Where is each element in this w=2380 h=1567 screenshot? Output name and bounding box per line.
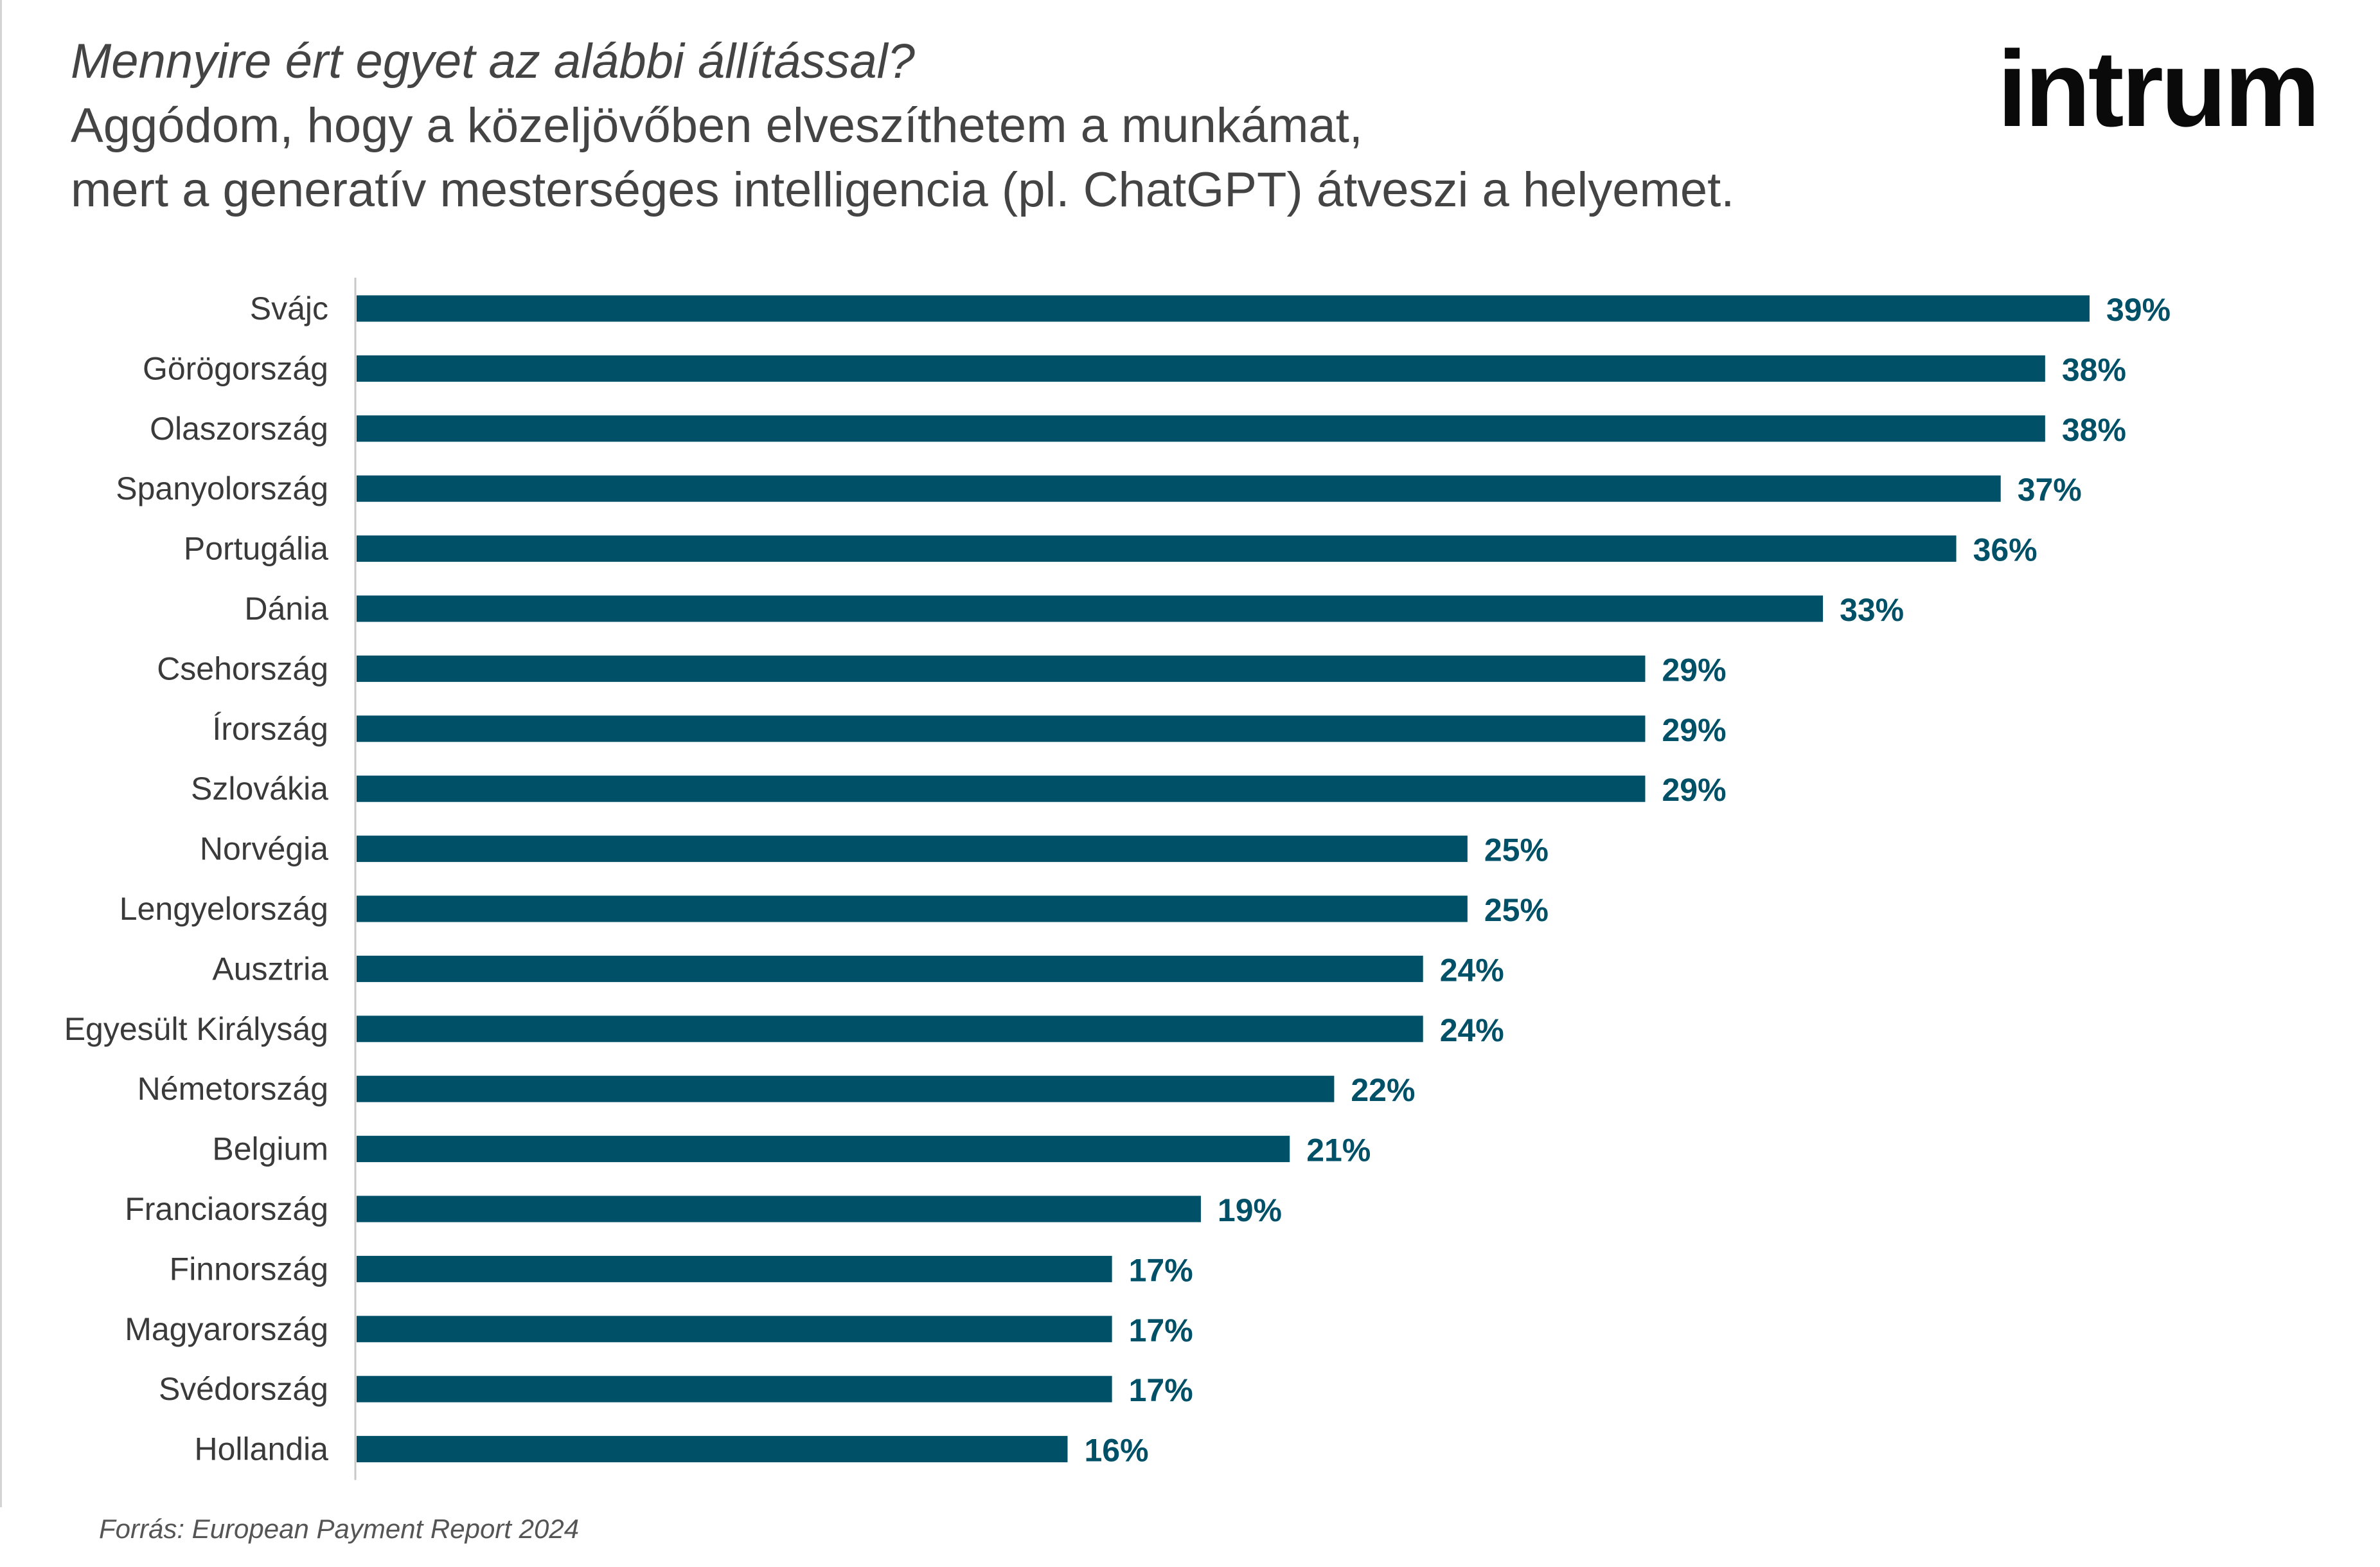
bar-value-label: 22%: [1351, 1072, 1415, 1108]
bar-value-label: 17%: [1129, 1312, 1193, 1348]
bar: [357, 836, 1468, 863]
bar: [357, 475, 2001, 502]
category-label: Olaszország: [150, 411, 328, 447]
bar-value-label: 36%: [1973, 532, 2038, 568]
bar: [357, 355, 2045, 382]
bar: [357, 775, 1646, 802]
bar: [357, 1136, 1290, 1163]
category-label: Norvégia: [200, 831, 328, 867]
bar-value-label: 16%: [1084, 1433, 1148, 1469]
bar: [357, 295, 2090, 322]
category-label: Svédország: [159, 1371, 328, 1407]
category-label: Finnország: [170, 1251, 328, 1287]
bar-value-label: 29%: [1662, 772, 1726, 808]
bar-value-label: 25%: [1484, 892, 1549, 928]
left-border-rule: [0, 0, 2, 1507]
bar: [357, 1075, 1335, 1102]
category-label: Szlovákia: [191, 771, 328, 807]
bar-value-label: 24%: [1440, 1012, 1504, 1048]
bar-value-label: 33%: [1840, 592, 1904, 628]
bar: [357, 1375, 1112, 1402]
bar-value-label: 24%: [1440, 952, 1504, 988]
bar-value-label: 19%: [1218, 1192, 1282, 1228]
category-label: Portugália: [184, 531, 328, 567]
category-label: Ausztria: [212, 951, 328, 987]
bar-value-label: 17%: [1129, 1372, 1193, 1408]
bar: [357, 415, 2045, 442]
statement-line-2: mert a generatív mesterséges intelligenc…: [71, 163, 1735, 217]
category-label: Hollandia: [195, 1431, 329, 1467]
bar: [357, 1255, 1112, 1282]
intrum-logo: intrum: [1997, 28, 2320, 149]
category-label: Egyesült Királyság: [64, 1011, 328, 1047]
category-label: Lengyelország: [120, 891, 328, 927]
category-label: Németország: [138, 1071, 328, 1107]
bar-value-label: 37%: [2018, 472, 2082, 508]
bar: [357, 1195, 1201, 1222]
bar: [357, 1316, 1112, 1343]
category-label: Spanyolország: [116, 470, 328, 506]
category-label: Svájc: [250, 291, 328, 327]
category-label: Magyarország: [125, 1311, 328, 1347]
bar-value-label: 39%: [2106, 292, 2171, 328]
bar-value-label: 17%: [1129, 1252, 1193, 1288]
statement-line-1: Aggódom, hogy a közeljövőben elveszíthet…: [71, 98, 1363, 153]
bar: [357, 715, 1646, 742]
bar: [357, 955, 1423, 982]
bar: [357, 1016, 1423, 1043]
category-label: Belgium: [212, 1131, 328, 1167]
category-label: Dánia: [244, 591, 328, 627]
bar: [357, 535, 1957, 562]
category-label: Görögország: [143, 350, 328, 386]
bar: [357, 655, 1646, 682]
bar: [357, 595, 1824, 622]
category-label: Írország: [212, 711, 328, 747]
survey-question: Mennyire ért egyet az alábbi állítással?: [71, 34, 915, 89]
bar-value-label: 29%: [1662, 652, 1726, 688]
bar-value-label: 38%: [2062, 352, 2126, 388]
bar-chart: Svájc 39% Görögország 38% Olaszország 38% Span…: [64, 278, 2171, 1480]
bar-value-label: 38%: [2062, 412, 2126, 448]
source-note: Forrás: European Payment Report 2024: [99, 1514, 580, 1544]
category-label: Csehország: [157, 650, 328, 686]
bar-value-label: 29%: [1662, 712, 1726, 748]
bar: [357, 1436, 1068, 1463]
category-label: Franciaország: [125, 1191, 328, 1227]
bar-value-label: 25%: [1484, 832, 1549, 868]
bar: [357, 895, 1468, 922]
bar-value-label: 21%: [1306, 1133, 1371, 1169]
